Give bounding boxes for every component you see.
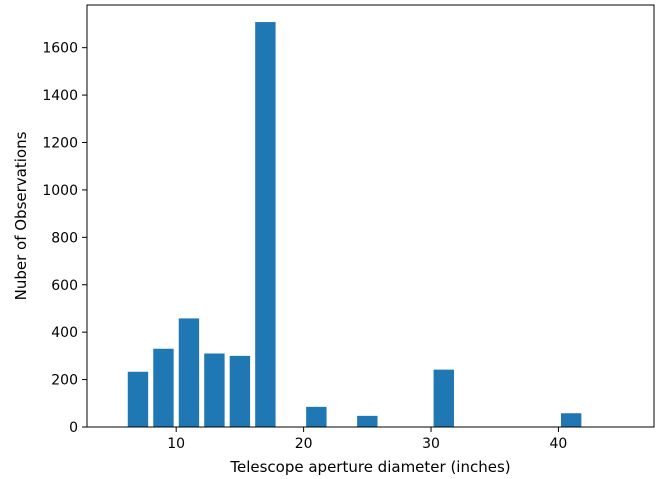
bar-41 <box>560 413 582 427</box>
x-tick-label: 10 <box>167 436 185 452</box>
x-axis-label: Telescope aperture diameter (inches) <box>229 458 510 476</box>
y-tick-label: 800 <box>51 230 78 246</box>
bar-7 <box>127 371 149 427</box>
bar-11 <box>178 318 200 427</box>
x-axis-ticks: 10 20 30 40 <box>167 427 567 452</box>
bar-15 <box>229 355 251 427</box>
bar-13 <box>204 353 225 427</box>
bar-21 <box>306 406 327 427</box>
y-tick-label: 1400 <box>42 88 78 104</box>
x-tick-label: 40 <box>550 436 568 452</box>
bar-31 <box>433 369 454 427</box>
y-tick-label: 400 <box>51 325 78 341</box>
x-tick-label: 20 <box>295 436 313 452</box>
bar-9 <box>153 348 174 427</box>
bars-group <box>127 22 582 427</box>
bar-17 <box>255 22 276 427</box>
plot-frame <box>86 4 655 428</box>
x-tick-label: 30 <box>422 436 440 452</box>
y-tick-label: 1000 <box>42 183 78 199</box>
bar-25 <box>357 415 378 427</box>
y-axis-ticks: 0 200 400 600 800 1000 1200 1400 1600 <box>42 41 87 436</box>
y-tick-label: 1600 <box>42 41 78 57</box>
y-tick-label: 600 <box>51 278 78 294</box>
y-tick-label: 200 <box>51 373 78 389</box>
y-tick-label: 1200 <box>42 136 78 152</box>
y-axis-label: Nuber of Observations <box>12 131 30 300</box>
y-tick-label: 0 <box>69 420 78 436</box>
